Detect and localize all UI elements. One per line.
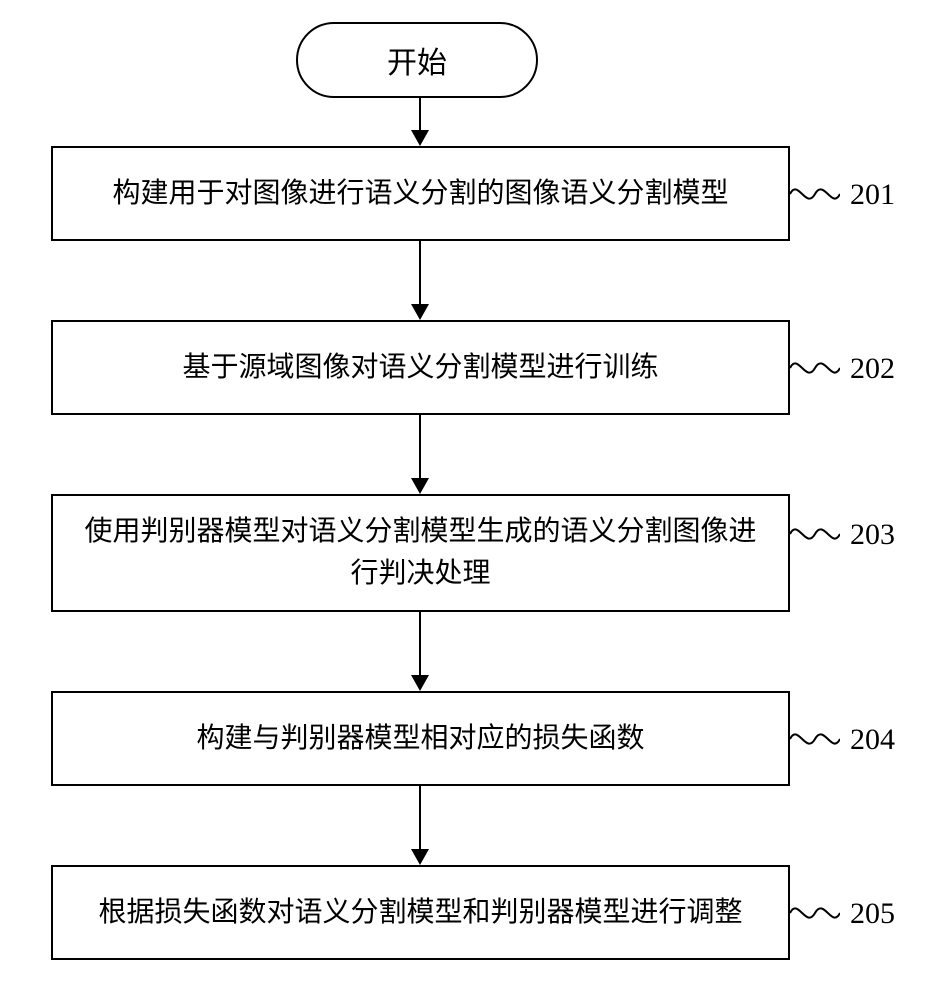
step-number-3: 203 [850,518,895,552]
step-box-2: 基于源域图像对语义分割模型进行训练 [51,320,790,415]
arrow-head [411,130,429,146]
start-label: 开始 [387,38,447,82]
step-text: 根据损失函数对语义分割模型和判别器模型进行调整 [98,892,742,934]
step-number-4: 204 [850,723,895,757]
step-text: 构建用于对图像进行语义分割的图像语义分割模型 [112,173,728,215]
flowchart-canvas: 开始 构建用于对图像进行语义分割的图像语义分割模型 201 基于源域图像对语义分… [0,0,951,1000]
step-text: 使用判别器模型对语义分割模型生成的语义分割图像进行判决处理 [73,511,768,595]
arrow-line [419,786,421,851]
step-number-5: 205 [850,897,895,931]
arrow-line [419,415,421,480]
step-box-3: 使用判别器模型对语义分割模型生成的语义分割图像进行判决处理 [51,494,790,612]
arrow-head [411,849,429,865]
step-text: 基于源域图像对语义分割模型进行训练 [182,347,658,389]
wavy-connector [790,512,840,556]
step-number-2: 202 [850,352,895,386]
wavy-connector [790,346,840,390]
step-text: 构建与判别器模型相对应的损失函数 [196,718,644,760]
arrow-line [419,612,421,677]
wavy-connector [790,891,840,935]
step-box-5: 根据损失函数对语义分割模型和判别器模型进行调整 [51,865,790,960]
wavy-connector [790,717,840,761]
step-box-1: 构建用于对图像进行语义分割的图像语义分割模型 [51,146,790,241]
start-node: 开始 [296,22,538,98]
step-box-4: 构建与判别器模型相对应的损失函数 [51,691,790,786]
arrow-head [411,478,429,494]
arrow-line [419,98,421,132]
arrow-head [411,304,429,320]
step-number-1: 201 [850,178,895,212]
arrow-head [411,675,429,691]
wavy-connector [790,172,840,216]
arrow-line [419,241,421,306]
